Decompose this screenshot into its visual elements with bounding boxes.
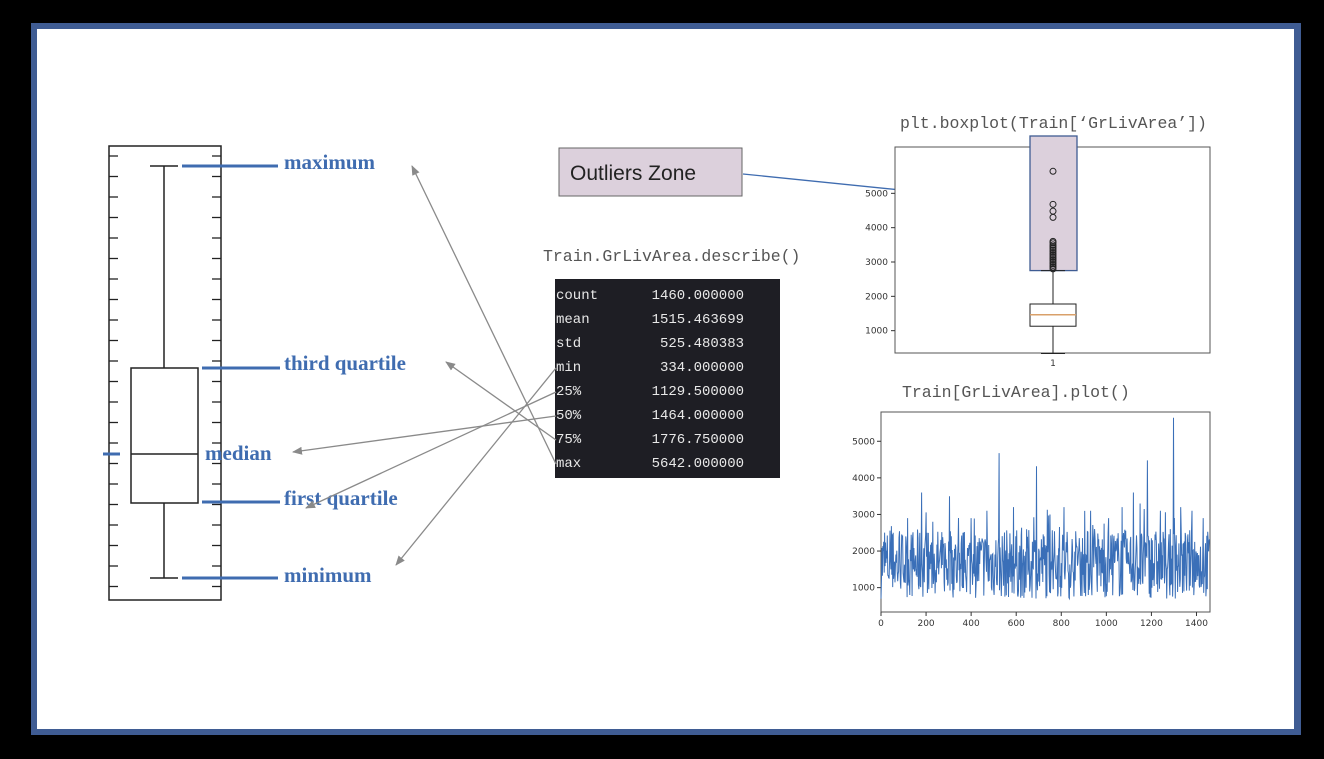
boxplot-chart: 1000 2000 3000 4000 5000 <box>865 135 1078 355</box>
boxplot-ytick-label: 5000 <box>865 189 888 199</box>
label-median: median <box>205 441 272 465</box>
lineplot-ytick-label: 4000 <box>852 474 875 484</box>
lineplot-xtick-label: 400 <box>963 619 980 629</box>
boxplot-outlier <box>1049 167 1057 175</box>
label-third-quartile: third quartile <box>284 351 406 375</box>
describe-table <box>555 279 780 478</box>
describe-value: 525.480383 <box>660 336 744 352</box>
boxplot-anatomy <box>108 145 222 601</box>
boxplot-xtick: 1 <box>1050 359 1056 369</box>
mapping-arrows <box>292 165 557 566</box>
boxplot-outlier <box>1049 237 1057 245</box>
ruler-ticks <box>109 155 221 588</box>
arrow-to-maximum <box>411 165 557 465</box>
lineplot-ytick-label: 2000 <box>852 547 875 557</box>
outliers-zone-label: Outliers Zone <box>570 162 696 185</box>
describe-rows: count 1460.000000 mean 1515.463699 std 525.48… <box>556 288 744 472</box>
boxplot-ytick-label: 3000 <box>865 258 888 268</box>
iqr-box <box>130 367 199 504</box>
describe-key: 75% <box>556 432 582 448</box>
describe-value: 1515.463699 <box>652 312 744 328</box>
describe-key: std <box>556 336 581 352</box>
lineplot-ytick-label: 1000 <box>852 584 875 594</box>
describe-key: 25% <box>556 384 582 400</box>
describe-key: mean <box>556 312 590 328</box>
label-maximum: maximum <box>284 150 376 174</box>
lineplot-ytick-label: 3000 <box>852 510 875 520</box>
ruler-frame <box>108 145 222 601</box>
boxplot-ytick-label: 4000 <box>865 224 888 234</box>
lineplot-chart: 1000 2000 3000 4000 5000 0 200 400 600 800 1000 120… <box>852 417 1210 629</box>
boxplot-title: plt.boxplot(Train[‘GrLivArea’]) <box>900 114 1207 133</box>
describe-value: 5642.000000 <box>652 456 744 472</box>
boxplot-outlier <box>1049 207 1057 215</box>
lineplot-xtick-label: 600 <box>1008 619 1025 629</box>
lineplot-xtick-label: 1200 <box>1140 619 1163 629</box>
describe-key: 50% <box>556 408 582 424</box>
lineplot-xtick-label: 1000 <box>1095 619 1118 629</box>
describe-key: count <box>556 288 598 304</box>
describe-value: 1129.500000 <box>652 384 744 400</box>
describe-value: 1776.750000 <box>652 432 744 448</box>
label-minimum: minimum <box>284 563 372 587</box>
leader-lines <box>103 164 280 580</box>
boxplot-outlier <box>1049 200 1057 208</box>
lineplot-series <box>880 417 1210 601</box>
arrow-to-first-quartile <box>305 391 557 509</box>
lineplot-title: Train[GrLivArea].plot() <box>902 383 1130 402</box>
describe-value: 1464.000000 <box>652 408 744 424</box>
label-first-quartile: first quartile <box>284 486 398 510</box>
boxplot-ytick-label: 1000 <box>865 327 888 337</box>
outliers-zone-box <box>558 147 743 197</box>
lineplot-xtick-label: 1400 <box>1185 619 1208 629</box>
describe-title: Train.GrLivArea.describe() <box>543 247 800 266</box>
boxplot-outlier <box>1049 241 1057 249</box>
arrow-to-median <box>292 415 557 455</box>
lineplot-xtick-label: 200 <box>917 619 934 629</box>
describe-key: max <box>556 456 581 472</box>
describe-value: 334.000000 <box>660 360 744 376</box>
lineplot-ytick-label: 5000 <box>852 437 875 447</box>
lineplot-xtick-label: 0 <box>878 619 884 629</box>
arrow-to-third-quartile <box>445 361 557 441</box>
arrow-to-minimum <box>395 367 557 566</box>
describe-value: 1460.000000 <box>652 288 744 304</box>
describe-key: min <box>556 360 581 376</box>
boxplot-ytick-label: 2000 <box>865 292 888 302</box>
lineplot-xtick-label: 800 <box>1053 619 1070 629</box>
